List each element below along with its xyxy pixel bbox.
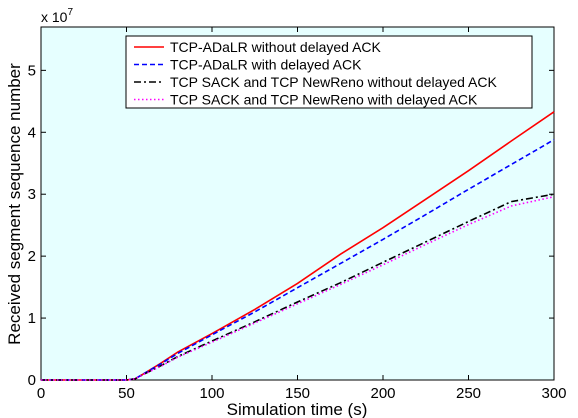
x-tick-labels: 0 50 100 150 200 250 300: [37, 385, 567, 402]
x-tick-label: 50: [118, 385, 135, 402]
y-tick-labels: 0 1 2 3 4 5: [28, 62, 36, 389]
legend: TCP-ADaLR without delayed ACK TCP-ADaLR w…: [125, 35, 533, 109]
series-line-3: [41, 193, 555, 381]
y-tick-label: 1: [28, 310, 36, 327]
y-multiplier-base: x 10: [41, 9, 68, 25]
x-tick-label: 150: [285, 385, 310, 402]
x-tick-label: 200: [370, 385, 395, 402]
series-line-4: [41, 195, 555, 381]
x-tick-label: 300: [541, 385, 566, 402]
legend-box: [125, 35, 533, 109]
x-tick-label: 250: [456, 385, 481, 402]
legend-label-3: TCP SACK and TCP NewReno without delayed…: [170, 74, 498, 90]
legend-label-4: TCP SACK and TCP NewReno with delayed AC…: [170, 92, 478, 108]
y-tick-label: 5: [28, 62, 36, 79]
x-tick-label: 0: [37, 385, 45, 402]
y-tick-label: 3: [28, 186, 36, 203]
x-tick-label: 100: [199, 385, 224, 402]
y-tick-label: 4: [28, 124, 36, 141]
y-multiplier: x 107: [41, 7, 73, 25]
y-tick-label: 2: [28, 248, 36, 265]
legend-label-1: TCP-ADaLR without delayed ACK: [170, 39, 382, 55]
legend-label-2: TCP-ADaLR with delayed ACK: [170, 57, 362, 73]
tick-marks: [40, 27, 555, 381]
y-multiplier-exponent: 7: [67, 7, 73, 18]
y-axis-label: Received segment sequence number: [5, 63, 24, 345]
x-axis-label: Simulation time (s): [227, 400, 368, 418]
series-lines: [41, 111, 555, 381]
y-tick-label: 0: [28, 372, 36, 389]
